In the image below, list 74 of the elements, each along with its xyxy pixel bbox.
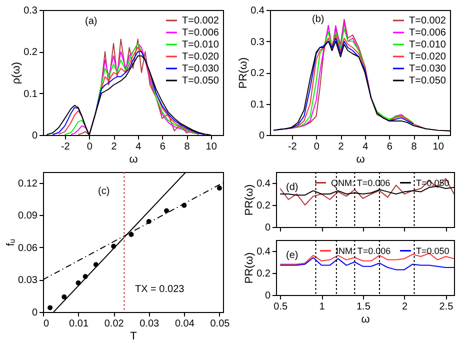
y-tick-label: 0.2 — [250, 68, 265, 79]
x-tick-label: 4 — [362, 142, 369, 152]
x-tick-label: 0 — [44, 318, 50, 330]
y-tick-label: 0.09 — [18, 210, 38, 222]
x-tick-label: 0.04 — [174, 318, 195, 330]
y-tick-label: 0.4 — [256, 246, 271, 258]
y-tick-label: 0.2 — [256, 268, 271, 280]
x-tick-label: 2 — [402, 302, 408, 312]
legend-label: T=0.030 — [409, 64, 446, 74]
y-tick-label: 0.12 — [18, 178, 38, 190]
legend-label: T=0.002 — [409, 16, 446, 26]
x-tick-label: 0.02 — [104, 318, 124, 330]
x-tick-label: 0.05 — [210, 318, 230, 330]
x-tick-label: 8 — [184, 142, 190, 152]
x-tick-label: 0.5 — [274, 302, 288, 312]
legend-label: T=0.050 — [182, 76, 220, 86]
annotation: (a) — [85, 16, 98, 27]
legend-label: INM: T=0.006 — [336, 246, 391, 256]
x-tick-label: 0 — [314, 142, 320, 152]
y-tick-label: 0.06 — [18, 242, 38, 254]
y-tick-label: 0.03 — [18, 275, 38, 286]
y-tick-label: 0 — [264, 290, 271, 302]
legend-label: QNM: T=0.006 — [331, 178, 390, 188]
annotation: (c) — [98, 186, 110, 197]
x-axis-title: T — [130, 330, 138, 342]
y-tick-label: 0.3 — [24, 6, 38, 16]
legend-label: T=0.030 — [182, 64, 220, 74]
x-tick-label: -2 — [288, 142, 298, 152]
annotation: (d) — [286, 182, 298, 193]
x-tick-label: 0.01 — [69, 318, 89, 330]
y-tick-label: 0 — [32, 130, 38, 142]
legend-label: T=0.006 — [182, 28, 220, 38]
y-tick-label: 0.3 — [250, 36, 265, 48]
y-axis-title: PR(ω) — [244, 184, 256, 216]
x-tick-label: 2 — [111, 142, 118, 152]
legend-label: T=0.050 — [409, 76, 446, 86]
x-axis-title: ω — [361, 314, 370, 326]
legend-label: T=0.020 — [182, 52, 220, 62]
annotation: TX = 0.023 — [135, 284, 185, 295]
legend-label: T=0.002 — [182, 16, 220, 26]
annotation: (b) — [312, 14, 324, 25]
x-axis-title: ω — [129, 154, 138, 166]
x-tick-label: 6 — [386, 142, 393, 152]
y-axis-title: fᵤ — [5, 238, 18, 246]
x-tick-label: 10 — [432, 142, 444, 152]
x-tick-label: 8 — [411, 142, 418, 152]
annotation: (e) — [286, 250, 298, 261]
x-tick-label: 1 — [319, 302, 326, 312]
y-axis-title: PR(ω) — [238, 57, 250, 89]
x-tick-label: 2.5 — [439, 302, 454, 312]
x-tick-label: 6 — [160, 142, 166, 152]
y-tick-label: 0.4 — [250, 6, 265, 16]
x-tick-label: 0 — [86, 142, 93, 152]
legend-label: T=0.010 — [409, 40, 446, 50]
x-axis-title: ω — [356, 154, 366, 166]
y-tick-label: 0 — [264, 222, 271, 234]
y-tick-label: 0.2 — [256, 200, 271, 212]
x-tick-label: -2 — [60, 142, 70, 152]
legend-label: T=0.010 — [182, 40, 220, 50]
x-tick-label: 0.03 — [140, 318, 160, 330]
y-tick-label: 0 — [258, 130, 265, 142]
y-tick-label: 0.4 — [256, 178, 271, 190]
y-tick-label: 0.1 — [24, 88, 38, 100]
legend-label: T=0.006 — [409, 28, 446, 38]
x-tick-label: 2 — [338, 142, 344, 152]
legend-label: T=0.050 — [416, 246, 450, 256]
y-axis-title: ρ(ω) — [10, 62, 23, 84]
legend-label: T=0.020 — [409, 52, 446, 62]
y-tick-label: 0.1 — [250, 99, 265, 110]
y-axis-title: PR(ω) — [244, 252, 256, 284]
x-tick-label: 10 — [206, 142, 218, 152]
x-tick-label: 1.5 — [356, 302, 371, 312]
y-tick-label: 0.2 — [24, 47, 38, 58]
x-tick-label: 4 — [136, 142, 142, 152]
